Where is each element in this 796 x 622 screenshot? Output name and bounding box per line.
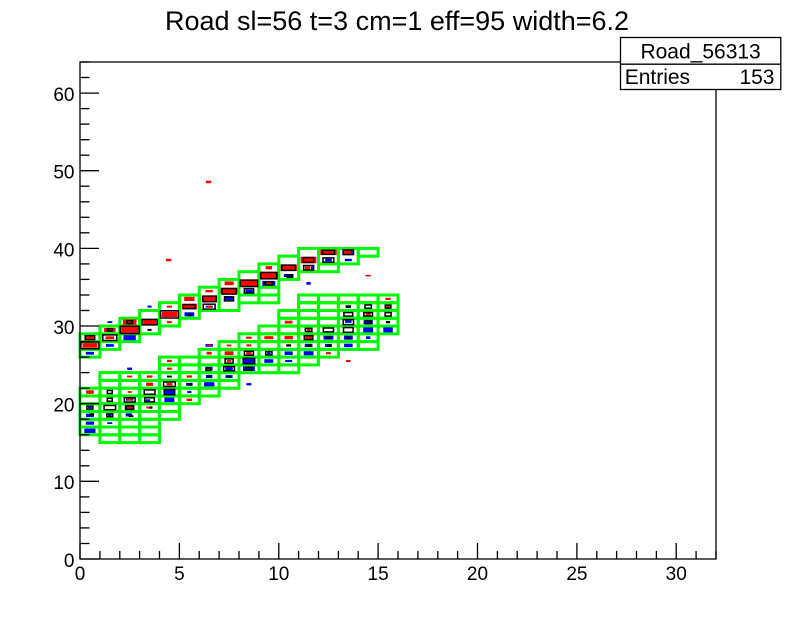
svg-text:Road_56313: Road_56313 [640,40,760,63]
svg-text:30: 30 [53,318,74,339]
svg-text:20: 20 [53,396,74,417]
svg-text:10: 10 [268,564,289,585]
svg-text:5: 5 [174,564,185,585]
svg-text:153: 153 [739,66,774,89]
svg-text:30: 30 [666,564,687,585]
svg-text:25: 25 [566,564,587,585]
svg-text:20: 20 [467,564,488,585]
svg-text:60: 60 [53,85,74,106]
svg-text:10: 10 [53,473,74,494]
svg-text:Entries: Entries [625,66,696,89]
svg-text:40: 40 [53,240,74,261]
svg-text:0: 0 [75,564,86,585]
svg-text:0: 0 [64,551,75,572]
svg-text:Road sl=56 t=3 cm=1 eff=95 wid: Road sl=56 t=3 cm=1 eff=95 width=6.2 [165,6,629,36]
svg-text:50: 50 [53,163,74,184]
svg-text:15: 15 [368,564,389,585]
